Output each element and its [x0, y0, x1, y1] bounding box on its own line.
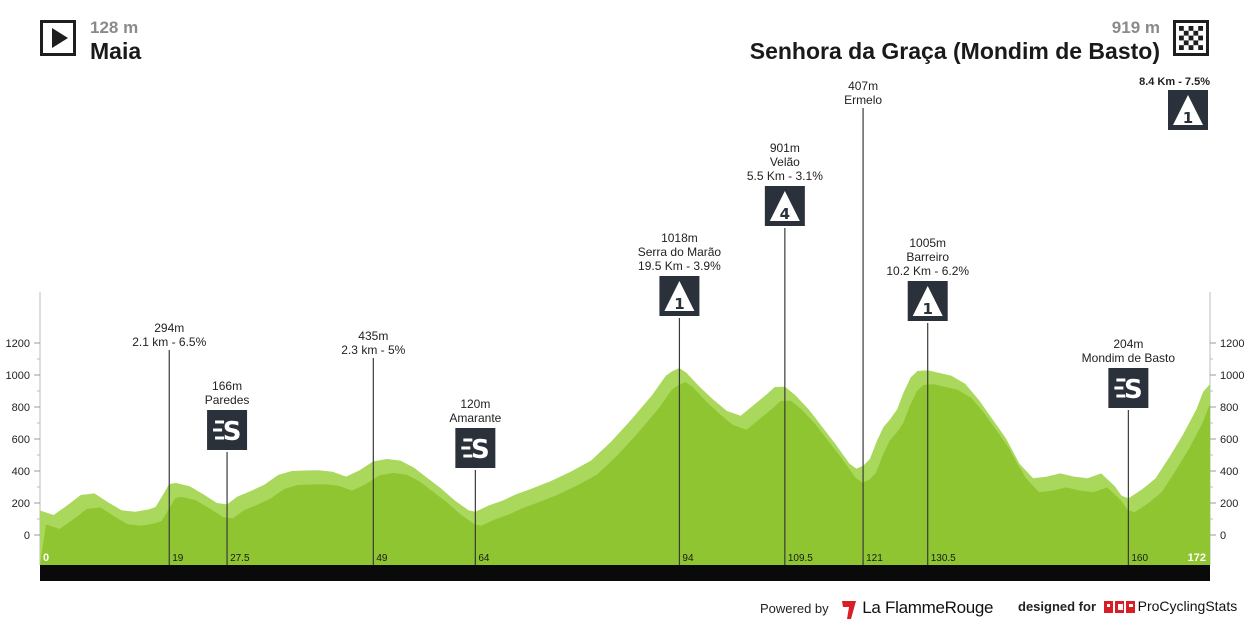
sprint-badge-icon: S	[455, 428, 496, 468]
annotation-label: 901m	[770, 141, 800, 155]
annotation-label: Mondim de Basto	[1082, 351, 1176, 365]
start-flag-icon	[40, 20, 76, 56]
x-tick-label: 0	[43, 552, 49, 564]
svg-text:1: 1	[922, 300, 932, 318]
powered-by-text: Powered by	[760, 601, 829, 616]
kom-badge-icon: 4	[764, 186, 805, 226]
pcs-logo-icon	[1103, 600, 1135, 613]
distance-bar	[40, 565, 1210, 581]
y-tick-label-right: 1200	[1220, 338, 1244, 350]
flamme-rouge-logo-icon	[842, 600, 857, 619]
y-tick-label-left: 800	[12, 402, 30, 414]
designed-for-text: designed for	[1018, 599, 1097, 614]
start-town: Maia	[90, 38, 142, 64]
y-tick-label-right: 600	[1220, 434, 1238, 446]
annotation-label: 2.3 km - 5%	[341, 343, 405, 357]
y-tick-label-right: 400	[1220, 466, 1238, 478]
y-tick-label-left: 0	[24, 530, 30, 542]
sprint-badge-icon: S	[207, 410, 248, 450]
annotation-label: 19.5 Km - 3.9%	[638, 259, 721, 273]
finish-altitude: 919 m	[1111, 18, 1160, 37]
annotation-label: 435m	[358, 329, 388, 343]
svg-text:1: 1	[1183, 109, 1193, 127]
designed-for-credit: designed for ProCyclingStats	[1018, 598, 1237, 615]
svg-text:S: S	[471, 435, 490, 465]
svg-text:S: S	[223, 417, 242, 447]
y-tick-label-left: 1200	[6, 338, 30, 350]
annotation-label: Ermelo	[844, 93, 882, 107]
profile-area	[40, 382, 1210, 565]
annotation-label: Amarante	[449, 411, 501, 425]
annotation-label: Barreiro	[906, 250, 949, 264]
svg-text:4: 4	[780, 205, 790, 223]
finish-town: Senhora da Graça (Mondim de Basto)	[749, 38, 1160, 64]
x-tick-label: 49	[376, 553, 388, 564]
x-tick-label: 109.5	[788, 553, 813, 564]
x-tick-label: 160	[1131, 553, 1148, 564]
svg-text:S: S	[1124, 375, 1143, 405]
y-tick-label-right: 200	[1220, 498, 1238, 510]
x-tick-label: 64	[478, 553, 490, 564]
y-tick-label-left: 600	[12, 434, 30, 446]
annotation-label: 407m	[848, 79, 878, 93]
annotation-label: 120m	[460, 397, 490, 411]
annotation-label: 2.1 km - 6.5%	[132, 335, 206, 349]
x-tick-label: 94	[682, 553, 694, 564]
annotation-label: Velão	[770, 155, 800, 169]
kom-badge-icon: 1	[659, 276, 700, 316]
annotation-label: 294m	[154, 321, 184, 335]
flamme-rouge-brand: La FlammeRouge	[862, 598, 994, 617]
annotation-label: 5.5 Km - 3.1%	[747, 169, 823, 183]
pcs-brand: ProCyclingStats	[1137, 598, 1238, 614]
sprint-badge-icon: S	[1108, 368, 1149, 408]
x-tick-label: 19	[172, 553, 184, 564]
x-tick-label: 121	[866, 553, 883, 564]
annotation-label: 166m	[212, 379, 242, 393]
powered-by-credit: Powered by La FlammeRouge	[760, 598, 994, 620]
annotation-label: 10.2 Km - 6.2%	[886, 264, 969, 278]
svg-text:1: 1	[674, 295, 684, 313]
annotation-label: 1018m	[661, 231, 698, 245]
finish-checkered-flag-icon	[1173, 20, 1209, 56]
finish-climb-label: 8.4 Km - 7.5%	[1139, 76, 1210, 88]
y-tick-label-left: 200	[12, 498, 30, 510]
y-tick-label-right: 0	[1220, 530, 1226, 542]
y-tick-label-left: 1000	[6, 370, 30, 382]
y-tick-label-right: 800	[1220, 402, 1238, 414]
x-tick-label: 27.5	[230, 553, 250, 564]
kom-badge-icon: 1	[907, 281, 948, 321]
annotation-label: Serra do Marão	[638, 245, 722, 259]
annotation-label: 1005m	[909, 236, 946, 250]
y-tick-label-right: 1000	[1220, 370, 1244, 382]
finish-kom-badge-icon: 1	[1168, 90, 1208, 130]
start-altitude: 128 m	[90, 18, 139, 37]
x-tick-label: 172	[1188, 552, 1206, 564]
y-tick-label-left: 400	[12, 466, 30, 478]
annotation-label: 204m	[1113, 337, 1143, 351]
annotation-label: Paredes	[205, 393, 250, 407]
x-tick-label: 130.5	[931, 553, 956, 564]
